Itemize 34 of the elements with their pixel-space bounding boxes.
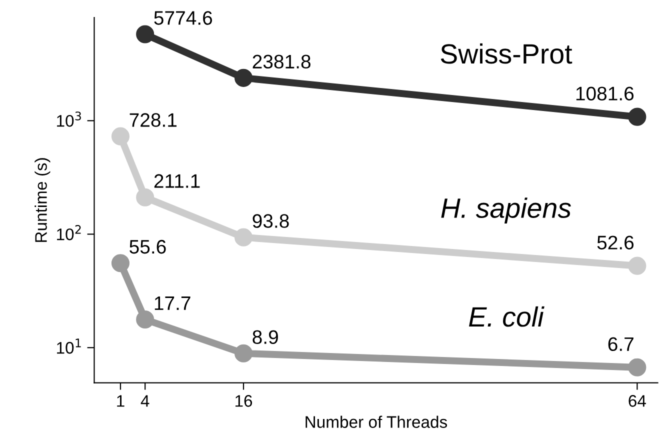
point [628,108,646,126]
point [234,228,253,246]
point [234,344,253,362]
data-label: 5774.6 [154,11,212,25]
x-tick-label: 16 [236,395,252,407]
y-axis-title: Runtime (s) [34,158,50,242]
x-tick-label: 64 [628,395,646,407]
point [111,254,130,272]
point [111,127,130,146]
data-label: 93.8 [252,214,289,228]
y-tick-label: 10$^{3}$ [57,112,81,127]
y-tick-label: 10$^{2}$ [57,225,81,240]
data-label: 17.7 [154,296,190,310]
x-tick-label: 4 [140,395,150,407]
series-label: H. sapiens [441,198,572,224]
point [628,256,646,275]
point [234,68,253,87]
data-label: 211.1 [154,174,200,188]
data-label: 2381.8 [252,54,310,69]
data-label: 1081.6 [576,86,634,100]
point [628,358,646,376]
y-tick-label: 10$^{1}$ [57,338,81,354]
series-label: Swiss-Prot [440,43,572,64]
data-label: 55.6 [130,240,166,254]
data-label: 6.7 [608,337,634,352]
data-label: 728.1 [130,113,177,127]
point [136,310,154,329]
x-tick-label: 1 [117,395,124,407]
x-axis-title: Number of Threads [306,416,448,428]
data-label: 52.6 [597,236,634,250]
data-label: 8.9 [252,330,278,344]
series-label: E. coli [468,306,544,327]
point [136,188,154,206]
point [136,25,154,44]
